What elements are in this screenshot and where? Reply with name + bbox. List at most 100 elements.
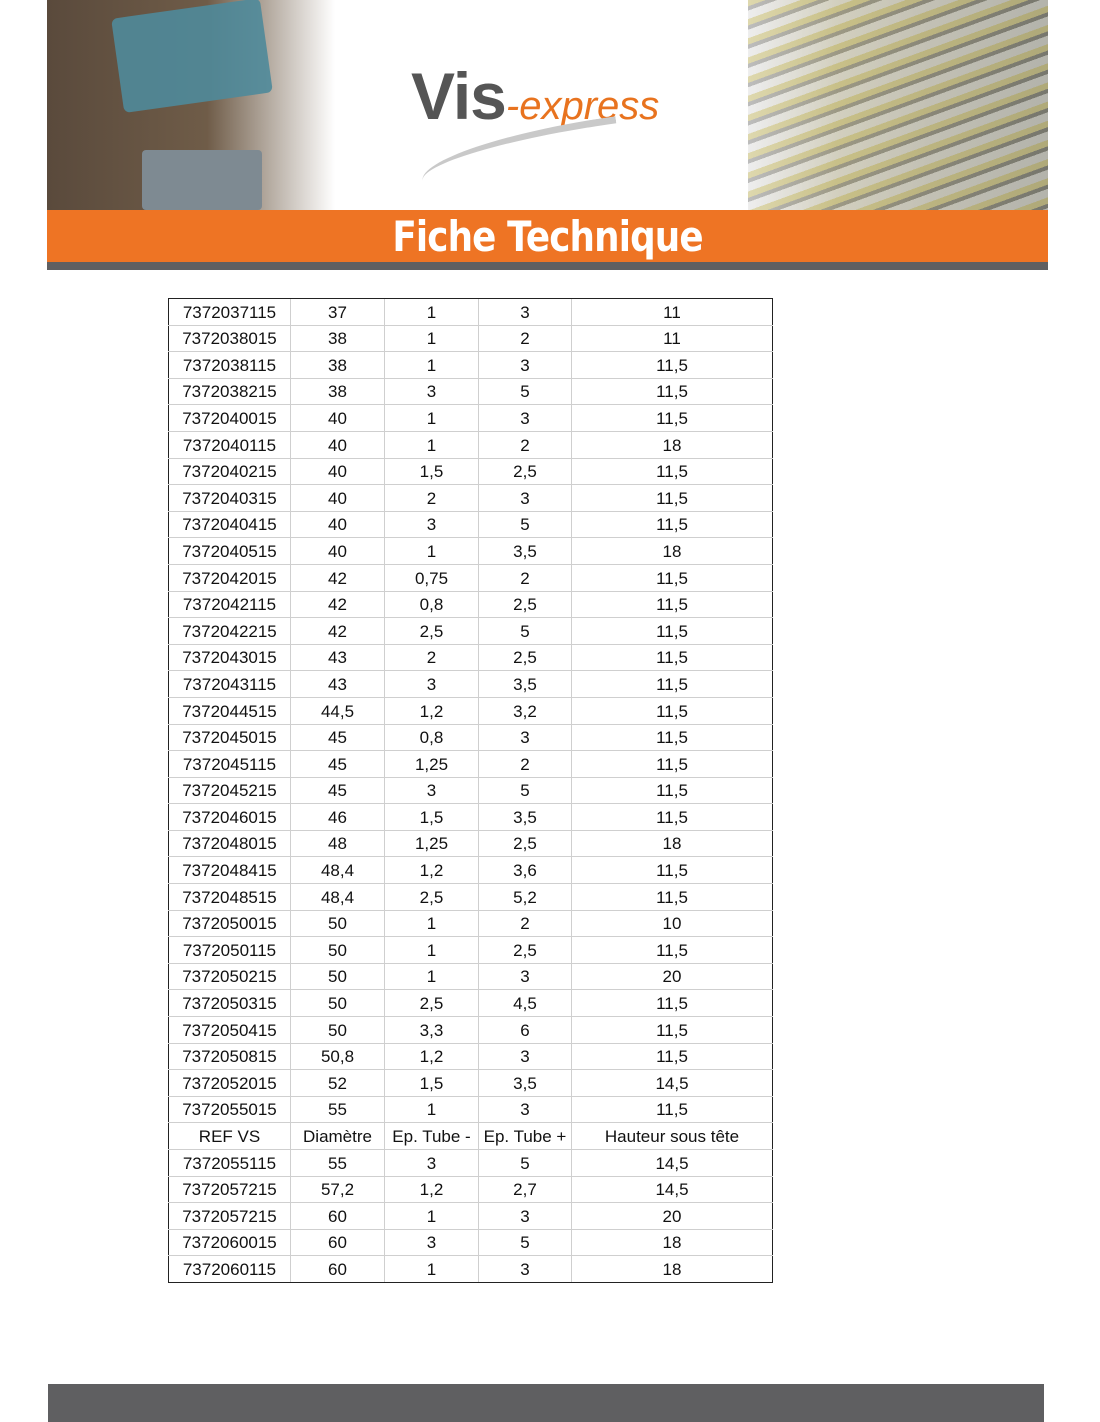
table-cell: 3: [478, 1202, 572, 1230]
table-cell: 7372043015: [168, 644, 291, 672]
title-band: Fiche Technique: [47, 210, 1048, 262]
table-cell: 7372040415: [168, 511, 291, 539]
table-row: 7372038015 38 1 2 11: [168, 325, 773, 353]
table-cell: 7372060015: [168, 1229, 291, 1257]
table-cell: 5: [478, 378, 572, 406]
table-cell: 7372050315: [168, 989, 291, 1018]
screws-photo: [748, 0, 1048, 210]
table-cell: 44,5: [290, 697, 385, 725]
table-cell: 11,5: [571, 989, 773, 1018]
table-row: 7372043015 43 2 2,5 11,5: [168, 644, 773, 672]
table-cell: 11,5: [571, 803, 773, 831]
table-cell: 18: [571, 537, 773, 565]
table-cell: 3: [478, 1043, 572, 1071]
table-cell: 14,5: [571, 1176, 773, 1204]
table-cell: 40: [290, 511, 385, 539]
table-cell: 1: [384, 431, 479, 459]
table-cell: 60: [290, 1255, 385, 1283]
table-row: 7372050215 50 1 3 20: [168, 963, 773, 991]
table-cell: 7372045215: [168, 777, 291, 805]
table-cell: 11,5: [571, 378, 773, 406]
table-cell: 3,5: [478, 1069, 572, 1097]
table-cell: 1,2: [384, 1176, 479, 1204]
table-cell: 40: [290, 537, 385, 565]
table-row: 7372055115 55 3 5 14,5: [168, 1149, 773, 1177]
table-row: 7372043115 43 3 3,5 11,5: [168, 670, 773, 698]
table-cell: 2,5: [478, 591, 572, 619]
table-cell: 50: [290, 989, 385, 1018]
table-cell: 1,5: [384, 803, 479, 831]
table-cell: 18: [571, 1255, 773, 1283]
table-cell: 3: [478, 1096, 572, 1124]
table-cell: 14,5: [571, 1149, 773, 1177]
table-cell: 11,5: [571, 670, 773, 698]
table-cell: 20: [571, 1202, 773, 1230]
table-cell: 18: [571, 830, 773, 858]
table-row: 7372050415 50 3,3 6 11,5: [168, 1016, 773, 1044]
table-cell: 11,5: [571, 777, 773, 805]
table-cell: 3,3: [384, 1016, 479, 1044]
table-row: 7372050815 50,8 1,2 3 11,5: [168, 1043, 773, 1071]
table-header-row: REF VS Diamètre Ep. Tube - Ep. Tube + Hauteu…: [168, 1122, 773, 1150]
table-cell: 3: [384, 777, 479, 805]
table-cell: 42: [290, 564, 385, 592]
table-cell: 7372055015: [168, 1096, 291, 1124]
table-cell: 43: [290, 644, 385, 672]
table-row: 7372042015 42 0,75 2 11,5: [168, 564, 773, 592]
table-cell: 42: [290, 617, 385, 645]
table-cell: 3,5: [478, 803, 572, 831]
table-cell: 40: [290, 458, 385, 486]
table-row: 7372060115 60 1 3 18: [168, 1255, 773, 1283]
table-cell: 40: [290, 431, 385, 459]
table-cell: 5: [478, 511, 572, 539]
table-cell: 14,5: [571, 1069, 773, 1097]
table-cell: 50: [290, 1016, 385, 1044]
table-cell: 7372045015: [168, 724, 291, 752]
table-cell: 1: [384, 325, 479, 353]
table-row: 7372048015 48 1,25 2,5 18: [168, 830, 773, 858]
table-cell: 1: [384, 963, 479, 991]
table-cell: Hauteur sous tête: [571, 1122, 773, 1150]
table-row: 7372048415 48,4 1,2 3,6 11,5: [168, 856, 773, 885]
table-cell: 1,5: [384, 458, 479, 486]
table-cell: 7372045115: [168, 750, 291, 778]
table-cell: 50: [290, 910, 385, 938]
table-cell: 45: [290, 777, 385, 805]
table-cell: 55: [290, 1096, 385, 1124]
table-cell: 3,6: [478, 856, 572, 885]
table-cell: Ep. Tube +: [478, 1122, 572, 1150]
table-row: 7372055015 55 1 3 11,5: [168, 1096, 773, 1124]
table-cell: 3: [478, 484, 572, 512]
table-cell: 5: [478, 1229, 572, 1257]
table-cell: 2,5: [384, 989, 479, 1018]
table-cell: 7372040515: [168, 537, 291, 565]
table-cell: 11,5: [571, 1096, 773, 1124]
table-cell: 60: [290, 1202, 385, 1230]
table-cell: 7372038015: [168, 325, 291, 353]
table-cell: 7372040015: [168, 404, 291, 432]
table-cell: 55: [290, 1149, 385, 1177]
table-cell: 6: [478, 1016, 572, 1044]
table-cell: Diamètre: [290, 1122, 385, 1150]
table-cell: 1,25: [384, 750, 479, 778]
table-cell: 7372050815: [168, 1043, 291, 1071]
table-cell: 1: [384, 351, 479, 379]
table-cell: 0,75: [384, 564, 479, 592]
table-cell: 5: [478, 617, 572, 645]
table-cell: 2,7: [478, 1176, 572, 1204]
logo-suffix: -express: [505, 84, 660, 128]
table-cell: 50: [290, 963, 385, 991]
table-cell: 45: [290, 750, 385, 778]
vis-express-logo: Vis-express: [411, 58, 659, 134]
table-cell: 38: [290, 325, 385, 353]
table-cell: 11: [571, 298, 773, 326]
table-cell: 2,5: [478, 458, 572, 486]
table-cell: 40: [290, 484, 385, 512]
table-cell: 52: [290, 1069, 385, 1097]
table-cell: 11,5: [571, 1016, 773, 1044]
table-row: 7372050015 50 1 2 10: [168, 910, 773, 938]
table-cell: 7372057215: [168, 1176, 291, 1204]
table-cell: 1: [384, 404, 479, 432]
table-cell: 3,2: [478, 697, 572, 725]
table-cell: 60: [290, 1229, 385, 1257]
